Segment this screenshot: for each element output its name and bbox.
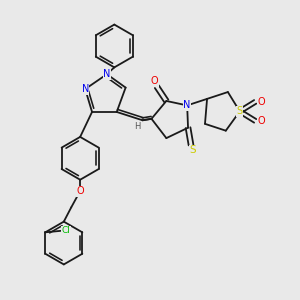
- Text: O: O: [257, 116, 265, 126]
- Text: S: S: [237, 106, 243, 116]
- Text: O: O: [257, 97, 265, 107]
- Text: O: O: [151, 76, 158, 86]
- Text: S: S: [189, 145, 196, 155]
- Text: H: H: [134, 122, 140, 131]
- Text: N: N: [184, 100, 191, 110]
- Text: Cl: Cl: [61, 226, 70, 235]
- Text: N: N: [103, 69, 111, 79]
- Text: O: O: [76, 186, 84, 196]
- Text: N: N: [82, 84, 89, 94]
